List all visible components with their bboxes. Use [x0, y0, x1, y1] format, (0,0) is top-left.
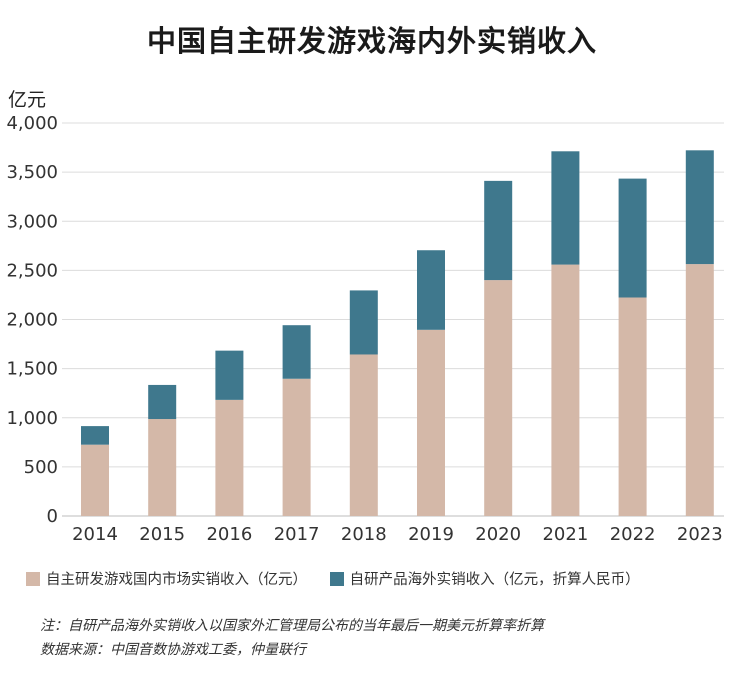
x-tick-label: 2016	[206, 524, 252, 545]
x-tick-label: 2022	[610, 524, 656, 545]
bar-overseas	[215, 350, 244, 400]
x-tick-label: 2019	[408, 524, 454, 545]
legend-label-domestic: 自主研发游戏国内市场实销收入（亿元）	[46, 572, 307, 588]
bar-domestic	[349, 354, 378, 516]
source-line: 数据来源：中国音数协游戏工委，仲量联行	[40, 642, 306, 658]
bar-domestic	[215, 399, 244, 516]
chart-title: 中国自主研发游戏海内外实销收入	[146, 24, 597, 58]
bar-overseas	[148, 384, 177, 420]
bar-overseas	[484, 180, 513, 281]
bar-overseas	[81, 426, 109, 445]
bar-overseas	[282, 325, 311, 379]
legend-item-domestic: 自主研发游戏国内市场实销收入（亿元）	[26, 568, 307, 589]
y-tick-label: 1,000	[6, 408, 58, 429]
x-tick-label: 2014	[72, 524, 118, 545]
bar-overseas	[349, 290, 378, 355]
bar-domestic	[81, 444, 109, 516]
y-tick-label: 1,500	[6, 359, 58, 380]
bar-overseas	[685, 150, 714, 265]
bar-domestic	[618, 297, 647, 516]
bar-domestic	[484, 280, 513, 516]
legend-swatch-overseas	[329, 571, 344, 586]
x-tick-label: 2018	[341, 524, 387, 545]
y-axis-label: 亿元	[8, 89, 46, 111]
footnotes: 注：自研产品海外实销收入以国家外汇管理局公布的当年最后一期美元折算率折算 数据来…	[40, 614, 544, 662]
y-tick-label: 2,000	[6, 310, 58, 331]
y-tick-label: 500	[24, 457, 58, 478]
bar-domestic	[417, 329, 445, 516]
bar-overseas	[417, 250, 445, 330]
chart: 05001,0001,5002,0002,5003,0003,5004,000 …	[6, 89, 724, 545]
legend-swatch-domestic	[26, 571, 40, 586]
bar-domestic	[685, 264, 714, 516]
y-tick-label: 3,500	[6, 162, 58, 183]
note-line: 注：自研产品海外实销收入以国家外汇管理局公布的当年最后一期美元折算率折算	[40, 618, 544, 634]
bar-overseas	[551, 151, 580, 265]
y-tick-label: 0	[47, 506, 58, 527]
x-tick-label: 2021	[542, 524, 588, 545]
x-tick-label: 2017	[274, 524, 320, 545]
legend: 自主研发游戏国内市场实销收入（亿元） 自研产品海外实销收入（亿元，折算人民币）	[26, 568, 744, 590]
bar-domestic	[148, 419, 177, 516]
y-tick-label: 4,000	[6, 113, 58, 134]
x-tick-label: 2015	[139, 524, 185, 545]
legend-item-overseas: 自研产品海外实销收入（亿元，折算人民币）	[329, 568, 640, 589]
bars	[81, 150, 714, 516]
y-axis: 0 500 1,000 1,500 2,000 2,500 3,000 3,500 4,000	[6, 113, 58, 527]
x-tick-label: 2020	[475, 524, 521, 545]
y-tick-label: 2,500	[6, 260, 58, 281]
x-axis: 2014 2015 2016 2017 2018 2019 2020 2021 2022 2023	[72, 524, 723, 545]
bar-domestic	[282, 378, 311, 516]
y-tick-label: 3,000	[6, 211, 58, 232]
legend-label-overseas: 自研产品海外实销收入（亿元，折算人民币）	[349, 572, 640, 588]
bar-overseas	[618, 178, 647, 298]
x-tick-label: 2023	[677, 524, 723, 545]
bar-domestic	[551, 264, 580, 516]
